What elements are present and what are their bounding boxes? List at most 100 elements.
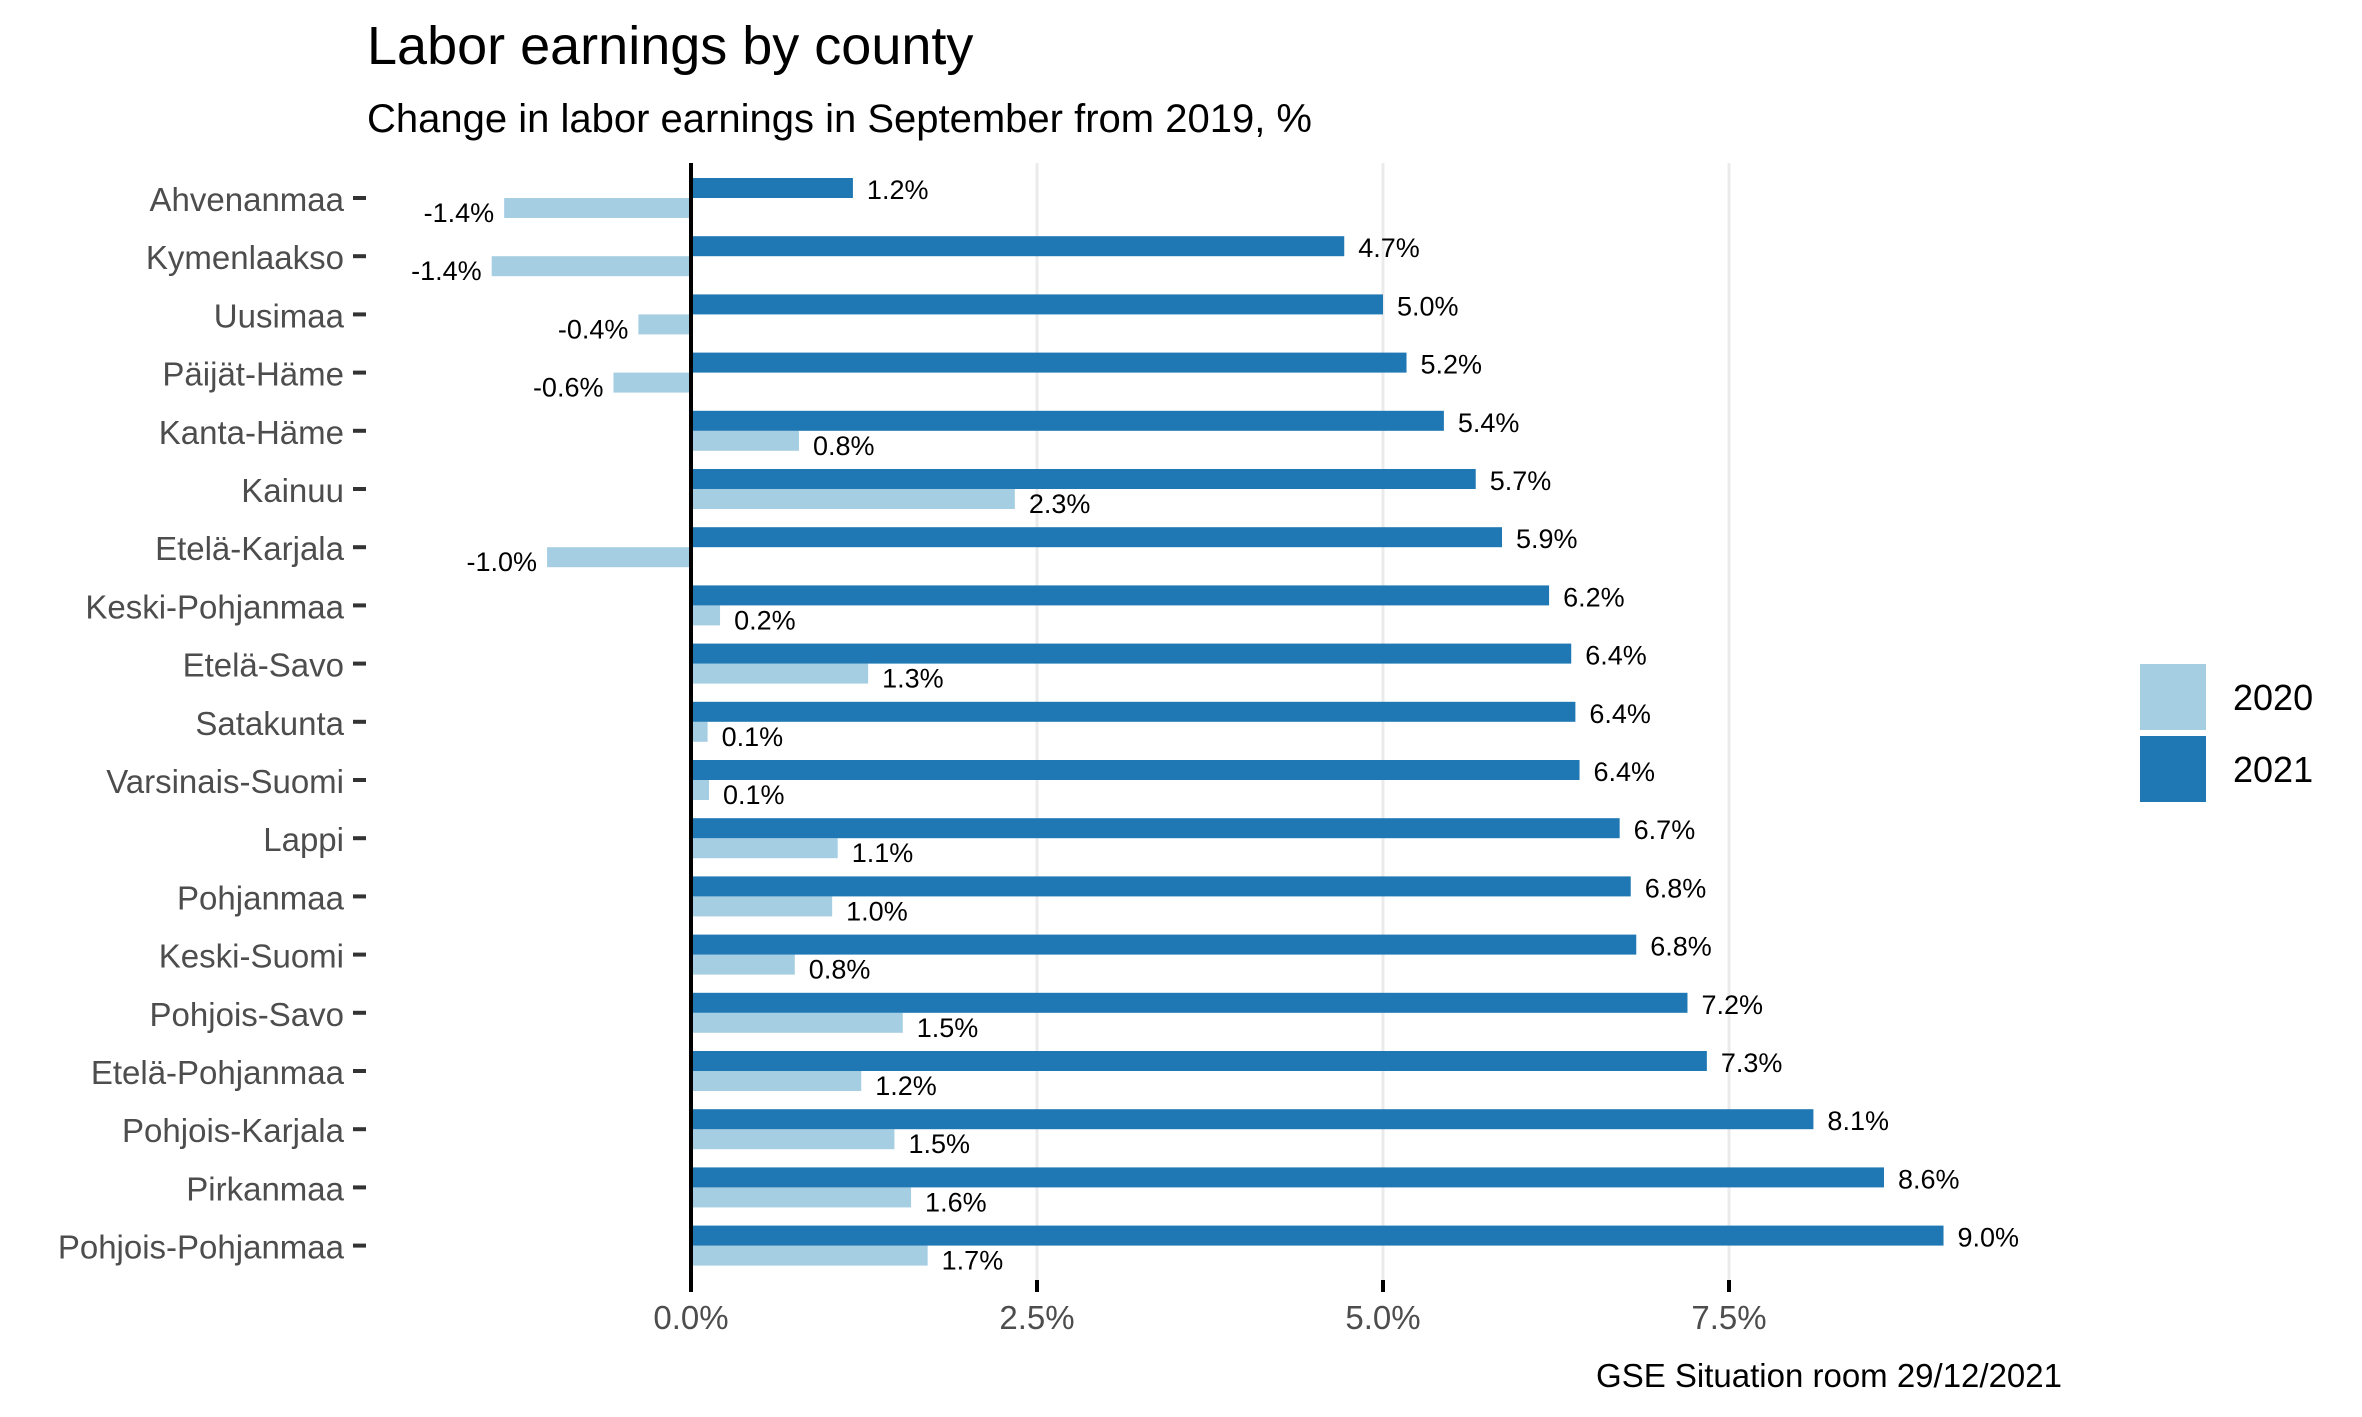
bar-2020-uusimaa — [638, 314, 691, 335]
x-axis: 0.0% 2.5% 5.0% 7.5% — [653, 1280, 1767, 1336]
y-tick-label-keski-pohjanmaa: Keski-Pohjanmaa — [85, 588, 344, 625]
bar-2020-keski-suomi — [691, 954, 795, 975]
y-tick-label-pirkanmaa: Pirkanmaa — [186, 1170, 344, 1207]
data-labels: -1.4% -1.4% -0.4% -0.6% 0.8% 2.3% -1.0% 0.2% 1.3… — [411, 175, 2019, 1276]
y-tick-label-kainuu: Kainuu — [241, 472, 344, 509]
bar-2020-pohjois-savo — [691, 1012, 903, 1033]
y-tick-label-keski-suomi: Keski-Suomi — [159, 938, 344, 975]
bar-2020-satakunta — [691, 721, 708, 742]
data-label-2021-pohjois-karjala: 8.1% — [1827, 1106, 1889, 1136]
bar-2021-pohjois-karjala — [691, 1109, 1814, 1130]
data-label-2021-uusimaa: 5.0% — [1397, 291, 1459, 321]
data-label-2020-pohjois-karjala: 1.5% — [908, 1129, 970, 1159]
y-tick-label-kanta-hame: Kanta-Häme — [159, 414, 344, 451]
y-tick-label-uusimaa: Uusimaa — [214, 297, 345, 334]
bar-2021-uusimaa — [691, 294, 1383, 315]
data-label-2020-pohjois-savo: 1.5% — [917, 1013, 979, 1043]
y-tick-label-kymenlaakso: Kymenlaakso — [146, 239, 344, 276]
legend-key-2021 — [2140, 736, 2206, 802]
data-label-2020-pohjanmaa: 1.0% — [846, 896, 908, 926]
bar-2021-varsinais-suomi — [691, 760, 1580, 780]
bar-2020-varsinais-suomi — [691, 780, 709, 800]
bar-2021-kanta-hame — [691, 410, 1444, 431]
y-tick-label-pohjanmaa: Pohjanmaa — [177, 879, 345, 916]
y-axis: Ahvenanmaa Kymenlaakso Uusimaa Päijät-Häme K… — [58, 181, 366, 1266]
bar-2021-kainuu — [691, 469, 1476, 489]
data-label-2021-paijat-hame: 5.2% — [1421, 350, 1483, 380]
data-label-2021-ahvenanmaa: 1.2% — [867, 175, 929, 205]
bar-2020-pohjois-karjala — [691, 1129, 895, 1150]
y-tick-label-pohjois-karjala: Pohjois-Karjala — [122, 1112, 345, 1149]
data-label-2021-etela-savo: 6.4% — [1585, 641, 1647, 671]
data-label-2020-etela-savo: 1.3% — [882, 664, 944, 694]
y-tick-label-varsinais-suomi: Varsinais-Suomi — [106, 763, 344, 800]
legend-label-2020: 2020 — [2233, 677, 2313, 718]
data-label-2020-keski-pohjanmaa: 0.2% — [734, 605, 796, 635]
chart-subtitle: Change in labor earnings in September fr… — [367, 97, 1312, 141]
data-label-2021-keski-pohjanmaa: 6.2% — [1563, 582, 1625, 612]
data-label-2021-etela-pohjanmaa: 7.3% — [1721, 1048, 1783, 1078]
bar-2020-ahvenanmaa — [504, 198, 691, 218]
bars — [491, 178, 1944, 1266]
data-label-2021-kymenlaakso: 4.7% — [1358, 233, 1420, 263]
data-label-2021-kainuu: 5.7% — [1490, 466, 1552, 496]
y-tick-label-paijat-hame: Päijät-Häme — [162, 356, 344, 393]
data-label-2020-pohjois-pohjanmaa: 1.7% — [942, 1246, 1004, 1276]
bar-2021-ahvenanmaa — [691, 178, 853, 198]
y-tick-label-etela-karjala: Etelä-Karjala — [155, 530, 345, 567]
bar-2020-pohjanmaa — [691, 896, 833, 917]
bar-2021-etela-savo — [691, 643, 1572, 664]
bar-2021-keski-pohjanmaa — [691, 585, 1550, 606]
bar-2021-etela-karjala — [691, 527, 1503, 548]
bar-2021-pohjanmaa — [691, 876, 1631, 897]
bar-2020-etela-savo — [691, 663, 869, 684]
y-tick-label-etela-pohjanmaa: Etelä-Pohjanmaa — [91, 1054, 345, 1091]
legend-label-2021: 2021 — [2233, 749, 2313, 790]
bar-2021-satakunta — [691, 701, 1576, 722]
data-label-2021-lappi: 6.7% — [1634, 815, 1696, 845]
x-tick-label: 2.5% — [999, 1299, 1074, 1336]
data-label-2020-keski-suomi: 0.8% — [809, 955, 871, 985]
legend: 2020 2021 — [2140, 664, 2313, 802]
data-label-2021-pohjois-pohjanmaa: 9.0% — [1958, 1223, 2020, 1253]
data-label-2021-pohjanmaa: 6.8% — [1645, 873, 1707, 903]
y-tick-label-etela-savo: Etelä-Savo — [183, 647, 344, 684]
bar-2020-kainuu — [691, 489, 1015, 509]
data-label-2021-etela-karjala: 5.9% — [1516, 524, 1578, 554]
bar-2021-keski-suomi — [691, 934, 1637, 955]
bar-2020-kymenlaakso — [491, 256, 691, 277]
bar-2020-paijat-hame — [613, 372, 691, 393]
data-label-2020-paijat-hame: -0.6% — [533, 373, 604, 403]
legend-key-2020 — [2140, 664, 2206, 730]
data-label-2021-kanta-hame: 5.4% — [1458, 408, 1520, 438]
data-label-2020-uusimaa: -0.4% — [558, 314, 629, 344]
data-label-2021-satakunta: 6.4% — [1589, 699, 1651, 729]
bar-2020-etela-pohjanmaa — [691, 1071, 862, 1091]
data-label-2020-etela-karjala: -1.0% — [467, 547, 538, 577]
x-tick-label: 7.5% — [1691, 1299, 1766, 1336]
data-label-2021-varsinais-suomi: 6.4% — [1594, 757, 1656, 787]
bar-2021-pohjois-pohjanmaa — [691, 1225, 1944, 1246]
bar-2021-paijat-hame — [691, 352, 1407, 373]
data-label-2020-varsinais-suomi: 0.1% — [723, 780, 785, 810]
bar-2020-kanta-hame — [691, 430, 799, 451]
data-label-2020-lappi: 1.1% — [852, 838, 914, 868]
bar-2021-pirkanmaa — [691, 1167, 1885, 1188]
x-tick-label: 5.0% — [1345, 1299, 1420, 1336]
chart-caption: GSE Situation room 29/12/2021 — [1596, 1357, 2062, 1394]
data-label-2020-ahvenanmaa: -1.4% — [424, 198, 495, 228]
y-tick-label-lappi: Lappi — [263, 821, 344, 858]
data-label-2020-etela-pohjanmaa: 1.2% — [875, 1071, 937, 1101]
x-tick-label: 0.0% — [653, 1299, 728, 1336]
data-label-2021-pohjois-savo: 7.2% — [1701, 990, 1763, 1020]
chart-title: Labor earnings by county — [367, 16, 973, 76]
data-label-2020-kanta-hame: 0.8% — [813, 431, 875, 461]
bar-2021-lappi — [691, 818, 1620, 839]
y-tick-label-pohjois-savo: Pohjois-Savo — [150, 996, 344, 1033]
data-label-2020-satakunta: 0.1% — [722, 722, 784, 752]
bar-2021-kymenlaakso — [691, 236, 1345, 257]
bar-2020-pohjois-pohjanmaa — [691, 1245, 928, 1266]
bar-2020-lappi — [691, 838, 838, 859]
data-label-2021-pirkanmaa: 8.6% — [1898, 1164, 1960, 1194]
